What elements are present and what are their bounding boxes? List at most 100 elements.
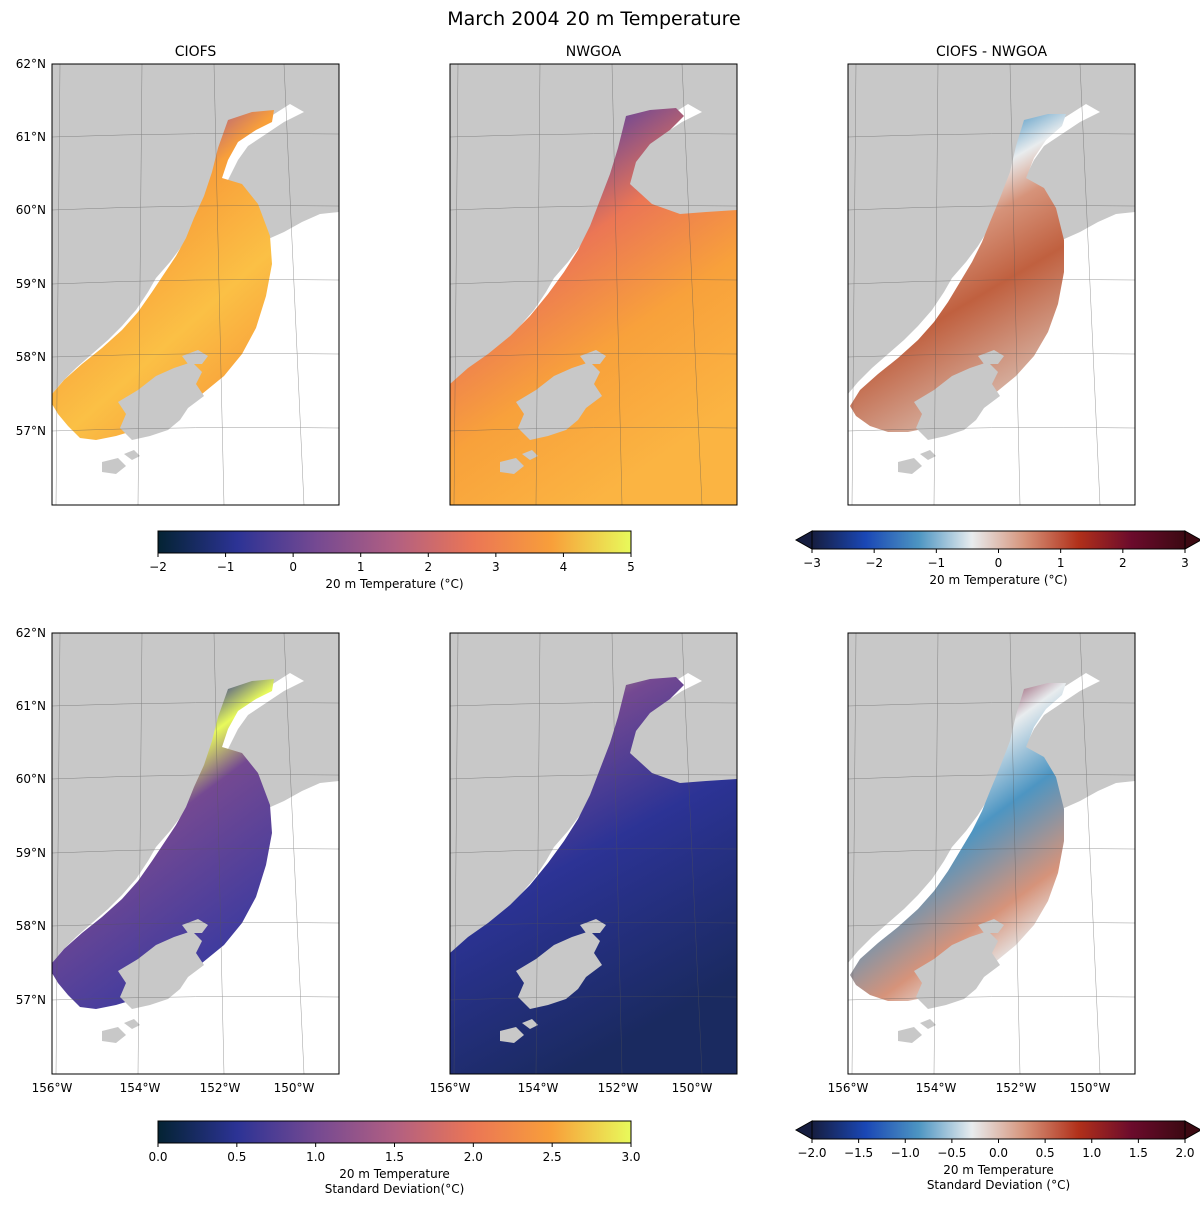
lon-tick-label: 152°W <box>598 1081 639 1095</box>
lon-tick-label: 150°W <box>672 1081 713 1095</box>
colorbar-tick-label: 0.0 <box>148 1150 167 1164</box>
model-field <box>52 679 274 1009</box>
map-panel-1: CIOFS 62°N 61°N 60°N 59°N 58°N 57°N <box>16 44 340 506</box>
land-mainland <box>450 633 737 963</box>
colorbar-label: 20 m Temperature (°C) <box>325 577 463 591</box>
land-kodiak-island <box>516 931 602 1009</box>
colorbar-extend-max <box>1184 530 1200 550</box>
colorbar-3: 0.0 0.5 1.0 1.5 2.0 2.5 3.0 20 m TemperatureSta… <box>148 1120 641 1196</box>
graticule <box>450 64 737 505</box>
land-small-island <box>898 458 922 474</box>
colorbar-tick-label: 0 <box>995 556 1003 570</box>
colorbar-tick-label: 2.0 <box>1175 1146 1194 1160</box>
colorbar-ramp <box>157 530 632 554</box>
land-small-island <box>920 450 936 460</box>
panel-title: NWGOA <box>566 44 622 60</box>
colorbar-extend-max <box>1184 1120 1200 1140</box>
land-kodiak-island <box>516 362 602 440</box>
lon-tick-label: 156°W <box>828 1081 869 1095</box>
colorbar-tick-label: 0.5 <box>1036 1146 1055 1160</box>
land-mainland <box>848 633 1135 963</box>
land-small-island <box>124 1019 140 1029</box>
lon-tick-label: 150°W <box>1070 1081 1111 1095</box>
land-mainland <box>52 64 339 394</box>
panel-frame <box>847 632 1136 1075</box>
lon-tick-label: 150°W <box>274 1081 315 1095</box>
colorbar-tick-label: 2 <box>1119 556 1127 570</box>
land-small-island <box>522 1019 538 1029</box>
lon-tick-label: 156°W <box>430 1081 471 1095</box>
colorbar-tick-label: 1 <box>1057 556 1065 570</box>
colorbar-tick-label: 2 <box>424 560 432 574</box>
land-mainland <box>848 64 1135 394</box>
lat-tick-label: 57°N <box>16 424 46 438</box>
panel-title: CIOFS - NWGOA <box>936 44 1048 60</box>
land-mainland <box>450 64 737 394</box>
colorbar-tick-label: 1 <box>357 560 365 574</box>
colorbar-tick-label: −1 <box>217 560 235 574</box>
lat-tick-label: 61°N <box>16 130 46 144</box>
colorbar-tick-label: −0.5 <box>937 1146 966 1160</box>
graticule <box>52 633 339 1074</box>
colorbar-tick-label: 2.5 <box>543 1150 562 1164</box>
lon-tick-label: 154°W <box>120 1081 161 1095</box>
colorbar-tick-label: 5 <box>627 560 635 574</box>
land-mainland <box>52 633 339 963</box>
lon-tick-label: 154°W <box>916 1081 957 1095</box>
figure-title: March 2004 20 m Temperature <box>447 8 740 30</box>
land-small-island <box>920 1019 936 1029</box>
land-small-island <box>500 1027 524 1043</box>
colorbar-label: 20 m Temperature <box>943 1163 1054 1177</box>
colorbar-ramp <box>157 1120 632 1144</box>
map-panel-6: 156°W 154°W 152°W 150°W <box>828 632 1136 1095</box>
lon-tick-label: 152°W <box>200 1081 241 1095</box>
panel-title: CIOFS <box>175 44 217 60</box>
graticule <box>848 64 1135 505</box>
colorbar-tick-label: 1.5 <box>1129 1146 1148 1160</box>
panel-frame <box>847 63 1136 506</box>
lat-tick-label: 59°N <box>16 846 46 860</box>
colorbar-extend-min <box>794 530 813 550</box>
colorbar-tick-label: 3.0 <box>621 1150 640 1164</box>
colorbar-tick-label: 3 <box>1181 556 1189 570</box>
lat-tick-label: 60°N <box>16 772 46 786</box>
model-field <box>850 114 1066 432</box>
map-panel-5: 156°W 154°W 152°W 150°W <box>430 632 738 1095</box>
land-kodiak-island <box>118 362 204 440</box>
colorbar-1: −2 −1 0 1 2 3 4 5 20 m Temperature (°C) <box>149 530 635 591</box>
map-panel-2: NWGOA <box>449 44 738 506</box>
land-small-island <box>500 458 524 474</box>
colorbar-label-line2: Standard Deviation (°C) <box>927 1178 1070 1192</box>
lat-tick-label: 58°N <box>16 350 46 364</box>
colorbar-tick-label: 2.0 <box>464 1150 483 1164</box>
lat-tick-label: 60°N <box>16 203 46 217</box>
lat-tick-label: 57°N <box>16 993 46 1007</box>
colorbar-label-line2: Standard Deviation(°C) <box>325 1182 465 1196</box>
lat-tick-label: 62°N <box>16 57 46 71</box>
lon-tick-label: 152°W <box>996 1081 1037 1095</box>
lat-tick-label: 61°N <box>16 699 46 713</box>
land-small-island <box>898 1027 922 1043</box>
colorbar-ramp <box>811 1120 1186 1140</box>
model-field <box>850 683 1066 1001</box>
colorbar-tick-label: −3 <box>803 556 821 570</box>
colorbar-extend-min <box>794 1120 813 1140</box>
lon-tick-label: 156°W <box>32 1081 73 1095</box>
model-field <box>52 110 274 440</box>
colorbar-tick-label: 1.0 <box>1082 1146 1101 1160</box>
colorbar-label: 20 m Temperature <box>339 1167 450 1181</box>
colorbar-tick-label: −2 <box>865 556 883 570</box>
colorbar-tick-label: 1.5 <box>385 1150 404 1164</box>
land-small-island <box>522 450 538 460</box>
lat-tick-label: 58°N <box>16 919 46 933</box>
land-kodiak-island <box>914 362 1000 440</box>
colorbar-tick-label: 0.5 <box>227 1150 246 1164</box>
colorbar-tick-label: −1.5 <box>844 1146 873 1160</box>
land-kodiak-island <box>914 931 1000 1009</box>
map-panel-4: 62°N 61°N 60°N 59°N 58°N 57°N 156°W 154°W 152°W 1… <box>16 626 340 1095</box>
graticule <box>848 633 1135 1074</box>
land-small-island <box>102 458 126 474</box>
lat-tick-label: 62°N <box>16 626 46 640</box>
colorbar-2: −3 −2 −1 0 1 2 3 20 m Temperature (°C) <box>794 530 1200 587</box>
